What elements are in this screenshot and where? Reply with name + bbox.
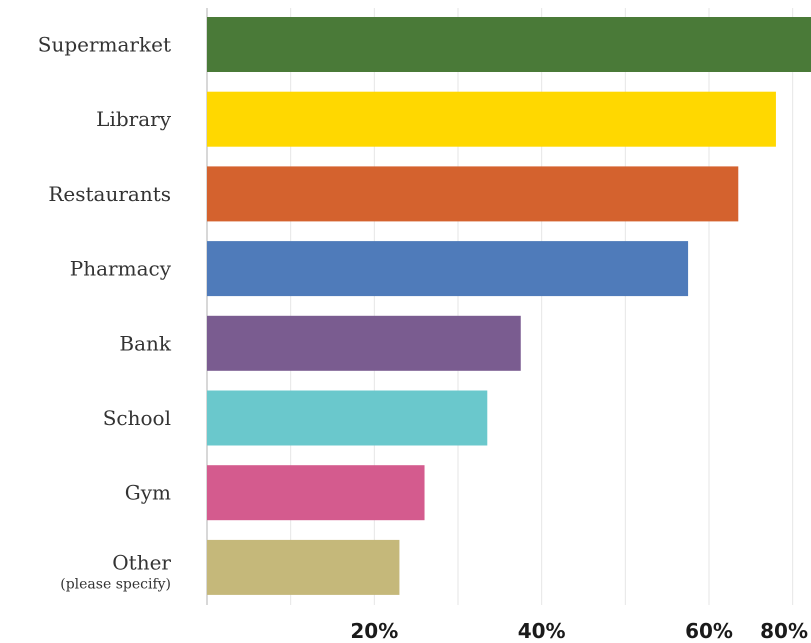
category-label-restaurants: Restaurants bbox=[48, 182, 171, 206]
bar-gym bbox=[207, 465, 425, 521]
bars bbox=[207, 17, 811, 595]
category-label-school: School bbox=[103, 406, 171, 430]
bar-bank bbox=[207, 315, 521, 371]
category-label-bank: Bank bbox=[119, 331, 172, 355]
category-labels: Supermarket Library Restaurants Pharmacy Ban… bbox=[38, 33, 172, 593]
category-label-gym: Gym bbox=[125, 481, 171, 505]
x-tick-label-40: 40% bbox=[518, 619, 566, 643]
category-label-other: Other bbox=[112, 550, 171, 574]
category-label-library: Library bbox=[96, 107, 172, 131]
x-tick-label-80: 80% bbox=[760, 619, 808, 643]
category-label-supermarket: Supermarket bbox=[38, 33, 171, 57]
category-label-pharmacy: Pharmacy bbox=[70, 257, 172, 281]
x-tick-labels: 20% 40% 60% 80% bbox=[350, 619, 808, 643]
bar-other bbox=[207, 539, 400, 595]
bar-library bbox=[207, 91, 776, 147]
bar-restaurants bbox=[207, 166, 739, 222]
bar-school bbox=[207, 390, 488, 446]
bar-pharmacy bbox=[207, 241, 689, 297]
x-tick-label-60: 60% bbox=[685, 619, 733, 643]
x-tick-label-20: 20% bbox=[350, 619, 398, 643]
bar-supermarket bbox=[207, 17, 811, 72]
category-sublabel-other: (please specify) bbox=[60, 576, 171, 592]
